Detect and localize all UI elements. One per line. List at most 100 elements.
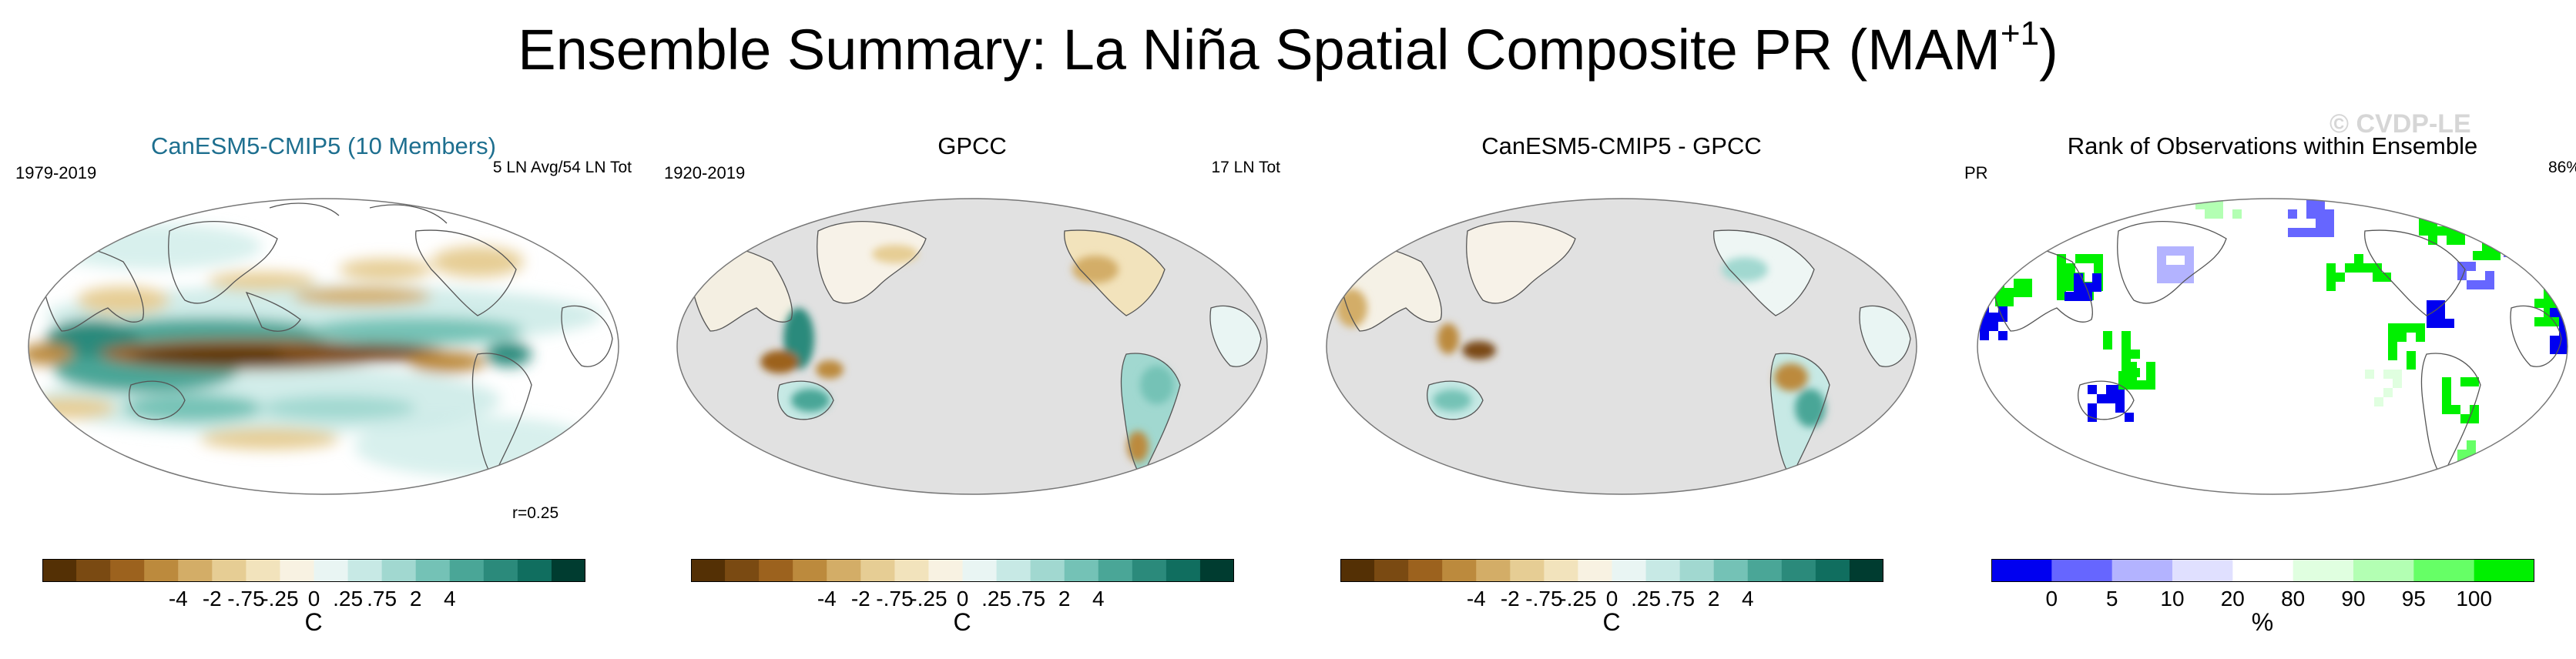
- colorbar-swatch: [449, 559, 485, 582]
- rank-cell: [2491, 232, 2501, 242]
- rank-cell: [2128, 362, 2137, 371]
- rank-cell: [2407, 351, 2416, 360]
- rank-cell: [2325, 209, 2334, 219]
- rank-cell: [2088, 385, 2097, 394]
- colorbar-frame: [1340, 559, 1883, 582]
- rank-cell: [2051, 225, 2060, 234]
- rank-cell: [2131, 350, 2140, 359]
- colorbar-swatch: [1098, 559, 1133, 582]
- colorbar-swatch: [962, 559, 998, 582]
- rank-cell: [2534, 317, 2544, 326]
- rank-cell: [2437, 226, 2447, 236]
- colorbar-2-unit: C: [953, 608, 971, 636]
- rank-cell: [2428, 226, 2437, 236]
- rank-cell: [2103, 331, 2112, 340]
- rank-cell: [2057, 282, 2066, 291]
- panel-title: GPCC: [937, 132, 1007, 159]
- title-close: ): [2039, 18, 2058, 82]
- rank-cell: [2559, 336, 2568, 345]
- colorbar-tick-label: -.75: [1525, 587, 1563, 610]
- rank-cell: [2146, 380, 2155, 390]
- rank-cell: [2559, 308, 2568, 317]
- colorbar-swatch: [1340, 559, 1375, 582]
- rank-cell: [2428, 236, 2437, 245]
- rank-cell: [2388, 351, 2397, 360]
- colorbar-swatch: [1679, 559, 1715, 582]
- colorbar-tick-label: 0: [307, 587, 320, 610]
- rank-cell: [2388, 342, 2397, 351]
- rank-cell: [2407, 360, 2416, 370]
- rank-cell: [2345, 263, 2354, 273]
- rank-cell: [2057, 254, 2066, 263]
- colorbar-swatch: [144, 559, 179, 582]
- colorbar-tick-label: .75: [367, 587, 397, 610]
- colorbar-swatch: [827, 559, 861, 582]
- variable-label: PR: [1964, 163, 1988, 182]
- rank-cell: [1980, 331, 1989, 340]
- rank-cell: [2501, 232, 2510, 242]
- rank-cell: [2467, 440, 2476, 450]
- panel-title: CanESM5-CMIP5 - GPCC: [1481, 132, 1762, 159]
- colorbar-swatch: [759, 559, 793, 582]
- rank-cell: [2485, 280, 2494, 289]
- rank-cell: [2316, 219, 2325, 228]
- colorbar-swatch: [381, 559, 417, 582]
- colorbar-swatch: [2293, 559, 2354, 582]
- correlation-label: r=0.25: [512, 504, 559, 522]
- colorbar-frame: [42, 559, 585, 582]
- rank-cell: [2383, 388, 2393, 397]
- rank-cell: [2122, 340, 2131, 350]
- rank-cell: [2023, 288, 2032, 297]
- rank-cell: [2118, 371, 2128, 380]
- rank-cell: [2427, 300, 2436, 309]
- rank-cell: [2088, 403, 2097, 413]
- colorbar-tick-label: -2: [850, 587, 870, 610]
- rank-cell: [2470, 377, 2479, 386]
- colorbar-swatch: [2232, 559, 2294, 582]
- rank-cell: [2397, 333, 2407, 342]
- colorbar-swatch: [212, 559, 247, 582]
- colorbar-swatch: [1713, 559, 1749, 582]
- colorbar-swatch: [1442, 559, 1477, 582]
- colorbar-swatch: [415, 559, 451, 582]
- colorbar-1-unit: C: [304, 608, 323, 636]
- rank-cell: [2066, 263, 2075, 273]
- rank-cell: [1989, 313, 1998, 322]
- rank-cell: [2559, 326, 2568, 336]
- colorbar-swatch: [551, 559, 585, 582]
- colorbar-4: [1991, 559, 2534, 582]
- colorbar-tick-label: 20: [2220, 587, 2245, 610]
- rank-cell: [2075, 254, 2085, 263]
- colorbar-swatch: [1064, 559, 1099, 582]
- rank-cell: [2128, 380, 2137, 390]
- period-label: 1920-2019: [664, 163, 746, 182]
- colorbar-tick-label: -.25: [261, 587, 299, 610]
- colorbar-swatch: [1849, 559, 1883, 582]
- rank-cell: [2325, 219, 2334, 228]
- colorbar-swatch: [1132, 559, 1167, 582]
- rank-cell: [2122, 331, 2131, 340]
- rank-cell: [2467, 459, 2476, 468]
- colorbar-tick-label: 80: [2281, 587, 2306, 610]
- rank-cell: [2085, 254, 2094, 263]
- colorbar-swatch: [860, 559, 895, 582]
- rank-cell: [2382, 273, 2391, 282]
- colorbar-swatch: [2474, 559, 2534, 582]
- rank-cell: [2544, 299, 2553, 308]
- anomaly-field: [1337, 257, 1826, 427]
- rank-cell: [1998, 331, 2007, 340]
- period-label: 1979-2019: [15, 163, 97, 182]
- rank-cell: [2023, 279, 2032, 288]
- rank-cell: [2057, 273, 2066, 282]
- colorbar-tick-label: 0: [956, 587, 969, 610]
- colorbar-swatch: [280, 559, 315, 582]
- rank-cell: [2383, 370, 2393, 379]
- rank-cell: [2504, 239, 2513, 248]
- rank-cell: [2374, 397, 2383, 406]
- rank-cell: [2467, 262, 2476, 271]
- colorbar-frame: [1991, 559, 2534, 582]
- rank-cell: [2407, 323, 2416, 333]
- colorbar-swatch: [1544, 559, 1579, 582]
- colorbar-tick-label: 2: [409, 587, 422, 610]
- colorbar-swatch: [1815, 559, 1850, 582]
